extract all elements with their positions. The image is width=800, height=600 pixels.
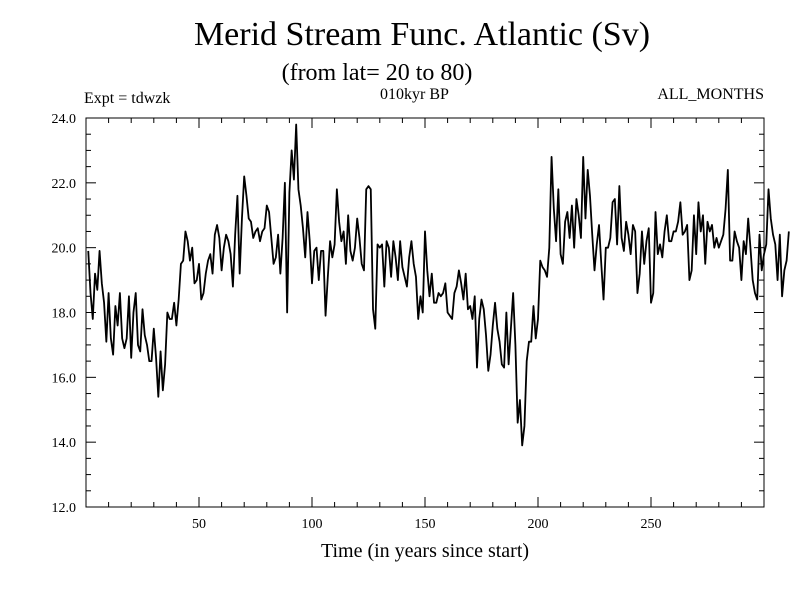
- y-tick-label: 20.0: [52, 242, 77, 257]
- x-tick-label: 250: [641, 517, 662, 532]
- x-tick-label: 150: [415, 517, 436, 532]
- x-axis-label: Time (in years since start): [320, 540, 530, 562]
- x-tick-label: 50: [192, 517, 206, 532]
- experiment-label: Expt = tdwzk: [84, 90, 171, 107]
- chart-subtitle: (from lat= 20 to 80): [281, 60, 473, 86]
- axis-tick-labels: 50 100 150 200 250 12.0 14.0 16.0 18.0 20.0 22.0 24…: [52, 112, 662, 532]
- y-tick-label: 14.0: [52, 436, 77, 451]
- axis-ticks: [86, 118, 764, 507]
- period-label: 010kyr BP: [380, 86, 449, 103]
- y-tick-label: 18.0: [52, 307, 77, 322]
- x-tick-label: 100: [302, 517, 323, 532]
- y-tick-label: 24.0: [52, 112, 77, 127]
- x-tick-label: 200: [528, 517, 549, 532]
- months-label: ALL_MONTHS: [657, 86, 764, 103]
- series-line: [87, 123, 790, 447]
- chart-title: Merid Stream Func. Atlantic (Sv): [193, 16, 651, 53]
- y-tick-label: 22.0: [52, 177, 77, 192]
- y-tick-label: 16.0: [52, 371, 77, 386]
- plot-frame: [85, 117, 765, 508]
- y-tick-label: 12.0: [52, 501, 77, 516]
